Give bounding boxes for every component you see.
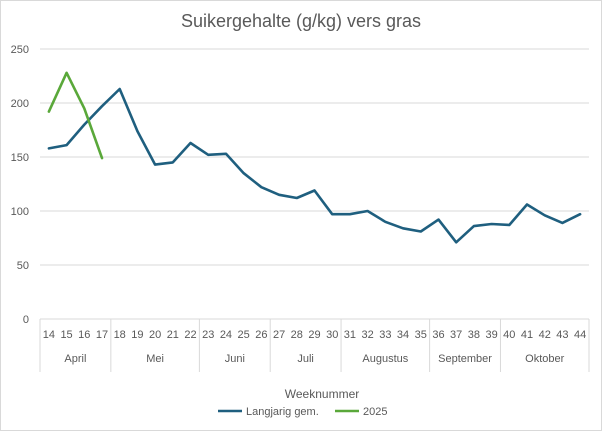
x-tick-label: 36: [432, 329, 444, 341]
month-label: Augustus: [362, 353, 408, 365]
x-tick-label: 43: [556, 329, 568, 341]
month-label: Juli: [297, 353, 314, 365]
x-tick-label: 26: [255, 329, 267, 341]
x-tick-label: 41: [521, 329, 533, 341]
x-tick-label: 30: [326, 329, 338, 341]
y-tick-label: 0: [23, 314, 29, 326]
x-tick-label: 17: [96, 329, 108, 341]
series-line-1: [47, 71, 104, 160]
legend-label: Langjarig gem.: [246, 406, 319, 418]
y-tick-label: 150: [11, 152, 29, 164]
x-tick-label: 28: [291, 329, 303, 341]
x-tick-label: 19: [131, 329, 143, 341]
x-tick-label: 44: [574, 329, 586, 341]
y-tick-label: 200: [11, 98, 29, 110]
x-tick-label: 33: [379, 329, 391, 341]
x-axis-title: Weeknummer: [285, 387, 359, 401]
x-tick-label: 38: [468, 329, 480, 341]
series-line-0: [47, 87, 582, 244]
chart-title: Suikergehalte (g/kg) vers gras: [180, 11, 422, 31]
month-label: Mei: [146, 353, 164, 365]
x-tick-label: 15: [60, 329, 72, 341]
x-tick-label: 39: [485, 329, 497, 341]
legend-label: 2025: [363, 406, 387, 418]
x-tick-label: 37: [450, 329, 462, 341]
y-tick-label: 250: [11, 44, 29, 56]
x-tick-label: 32: [362, 329, 374, 341]
x-tick-label: 22: [184, 329, 196, 341]
month-label: September: [438, 353, 492, 365]
x-tick-label: 20: [149, 329, 161, 341]
x-tick-label: 24: [220, 329, 232, 341]
x-tick-label: 31: [344, 329, 356, 341]
x-tick-label: 25: [238, 329, 250, 341]
legend: Langjarig gem. 2025: [218, 406, 387, 418]
x-tick-label: 27: [273, 329, 285, 341]
x-tick-label: 23: [202, 329, 214, 341]
x-tick-label: 35: [415, 329, 427, 341]
x-tick-label: 42: [539, 329, 551, 341]
y-tick-label: 50: [17, 260, 29, 272]
month-label: April: [64, 353, 86, 365]
x-tick-label: 29: [308, 329, 320, 341]
x-tick-label: 40: [503, 329, 515, 341]
x-tick-label: 21: [167, 329, 179, 341]
month-label: Juni: [225, 353, 245, 365]
x-tick-label: 18: [114, 329, 126, 341]
x-tick-label: 14: [43, 329, 55, 341]
y-tick-label: 100: [11, 206, 29, 218]
x-tick-label: 34: [397, 329, 409, 341]
x-tick-label: 16: [78, 329, 90, 341]
month-label: Oktober: [525, 353, 564, 365]
